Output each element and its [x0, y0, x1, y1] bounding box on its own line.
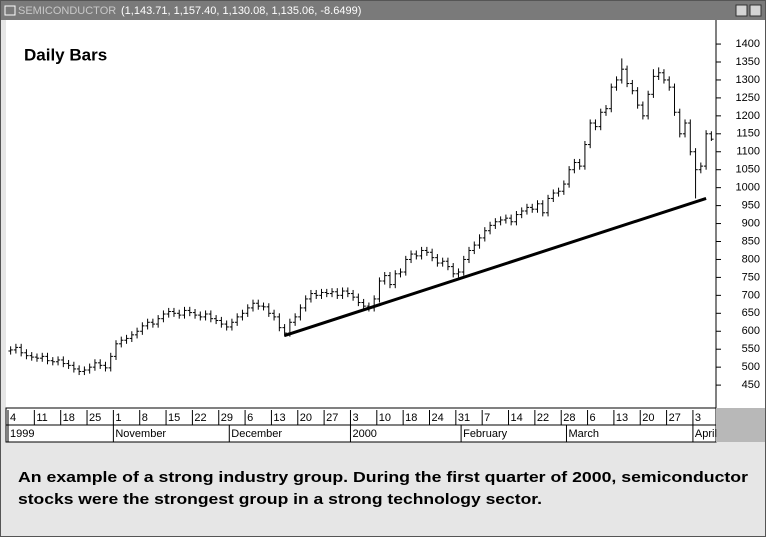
y-tick-label: 950: [742, 200, 760, 212]
month-label: March: [568, 428, 599, 440]
month-label: February: [463, 428, 508, 440]
y-tick-label: 1150: [736, 128, 760, 140]
axis-corner: [716, 408, 765, 442]
y-tick-label: 1200: [736, 110, 760, 122]
plot-area: [6, 20, 716, 408]
y-tick-label: 1350: [736, 56, 760, 68]
x-tick-label: 1: [115, 412, 121, 424]
y-tick-label: 450: [742, 379, 760, 391]
y-tick-label: 1050: [736, 164, 760, 176]
month-label: December: [231, 428, 282, 440]
title-bar: [1, 1, 765, 20]
month-label: 1999: [10, 428, 34, 440]
window-quote: (1,143.71, 1,157.40, 1,130.08, 1,135.06,…: [121, 5, 361, 17]
y-tick-label: 800: [742, 253, 760, 265]
window-symbol: SEMICONDUCTOR: [18, 5, 116, 17]
x-tick-label: 22: [537, 412, 549, 424]
y-tick-label: 600: [742, 325, 760, 337]
window-icon: [4, 5, 16, 16]
y-tick-label: 1300: [736, 74, 760, 86]
x-tick-label: 24: [431, 412, 443, 424]
y-tick-label: 650: [742, 307, 760, 319]
x-tick-label: 14: [511, 412, 523, 424]
x-tick-label: 20: [300, 412, 312, 424]
y-axis-area: [716, 20, 765, 408]
month-label: April: [695, 428, 717, 440]
x-tick-label: 20: [642, 412, 654, 424]
y-tick-label: 900: [742, 217, 760, 229]
x-tick-label: 29: [221, 412, 233, 424]
y-tick-label: 1100: [736, 146, 760, 158]
x-tick-label: 28: [563, 412, 575, 424]
x-tick-label: 6: [247, 412, 253, 424]
y-tick-label: 1250: [736, 92, 760, 104]
y-tick-label: 1000: [736, 182, 760, 194]
x-tick-label: 18: [63, 412, 75, 424]
x-tick-label: 27: [326, 412, 338, 424]
close-button[interactable]: [749, 4, 762, 17]
caption-line: An example of a strong industry group. D…: [18, 469, 748, 486]
x-tick-label: 4: [10, 412, 16, 424]
x-tick-label: 27: [669, 412, 681, 424]
x-tick-label: 8: [142, 412, 148, 424]
y-tick-label: 500: [742, 361, 760, 373]
month-label: 2000: [352, 428, 376, 440]
y-tick-label: 750: [742, 271, 760, 283]
restore-button[interactable]: [735, 4, 748, 17]
x-tick-label: 25: [89, 412, 101, 424]
y-tick-label: 700: [742, 289, 760, 301]
x-tick-label: 3: [352, 412, 358, 424]
y-tick-label: 550: [742, 343, 760, 355]
x-tick-label: 13: [273, 412, 285, 424]
x-tick-label: 10: [379, 412, 391, 424]
x-tick-label: 6: [590, 412, 596, 424]
x-tick-label: 31: [458, 412, 470, 424]
month-label: November: [115, 428, 166, 440]
x-tick-label: 18: [405, 412, 417, 424]
x-tick-label: 11: [36, 412, 47, 424]
x-tick-label: 15: [168, 412, 180, 424]
x-tick-label: 7: [484, 412, 490, 424]
y-tick-label: 1400: [736, 38, 760, 50]
caption-line: stocks were the strongest group in a str…: [18, 491, 542, 508]
trendline: [284, 196, 707, 337]
y-tick-label: 850: [742, 235, 760, 247]
x-tick-label: 13: [616, 412, 628, 424]
x-tick-label: 3: [695, 412, 701, 424]
x-tick-label: 22: [194, 412, 206, 424]
chart-title: Daily Bars: [24, 45, 107, 64]
